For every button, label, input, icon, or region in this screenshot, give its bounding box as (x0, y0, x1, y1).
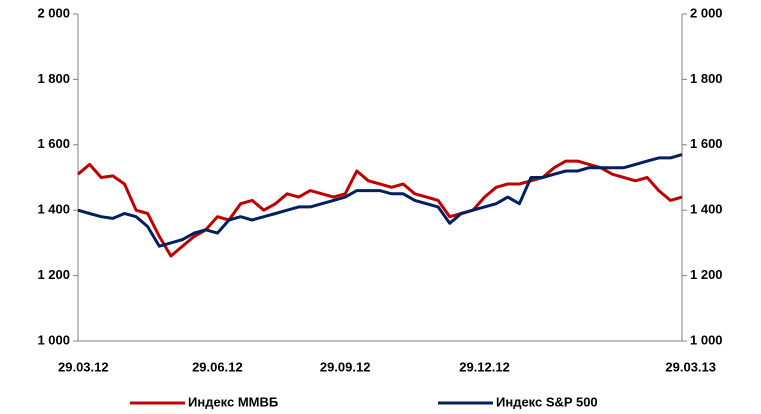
y-tick-label: 1 200 (37, 267, 70, 282)
y2-tick-label: 1 800 (690, 71, 723, 86)
y2-tick-label: 1 600 (690, 136, 723, 151)
legend-label: Индекс S&P 500 (496, 394, 598, 409)
y-tick-label: 2 000 (37, 5, 70, 20)
legend-label: Индекс ММВБ (188, 394, 278, 409)
series-line (77, 159, 683, 258)
y-tick-label: 1 800 (37, 71, 70, 86)
series-line (77, 153, 683, 248)
x-tick-label: 29.12.12 (459, 359, 510, 374)
y2-tick-label: 1 200 (690, 267, 723, 282)
y-tick-label: 1 600 (37, 136, 70, 151)
y-tick-label: 1 000 (37, 332, 70, 347)
x-tick-label: 29.03.12 (58, 359, 109, 374)
x-tick-label: 29.09.12 (320, 359, 371, 374)
x-tick-label: 29.03.13 (665, 359, 716, 374)
y2-tick-label: 1 400 (690, 202, 723, 217)
y-tick-label: 1 400 (37, 202, 70, 217)
x-tick-label: 29.06.12 (192, 359, 243, 374)
y2-tick-label: 1 000 (690, 332, 723, 347)
y2-tick-label: 2 000 (690, 5, 723, 20)
